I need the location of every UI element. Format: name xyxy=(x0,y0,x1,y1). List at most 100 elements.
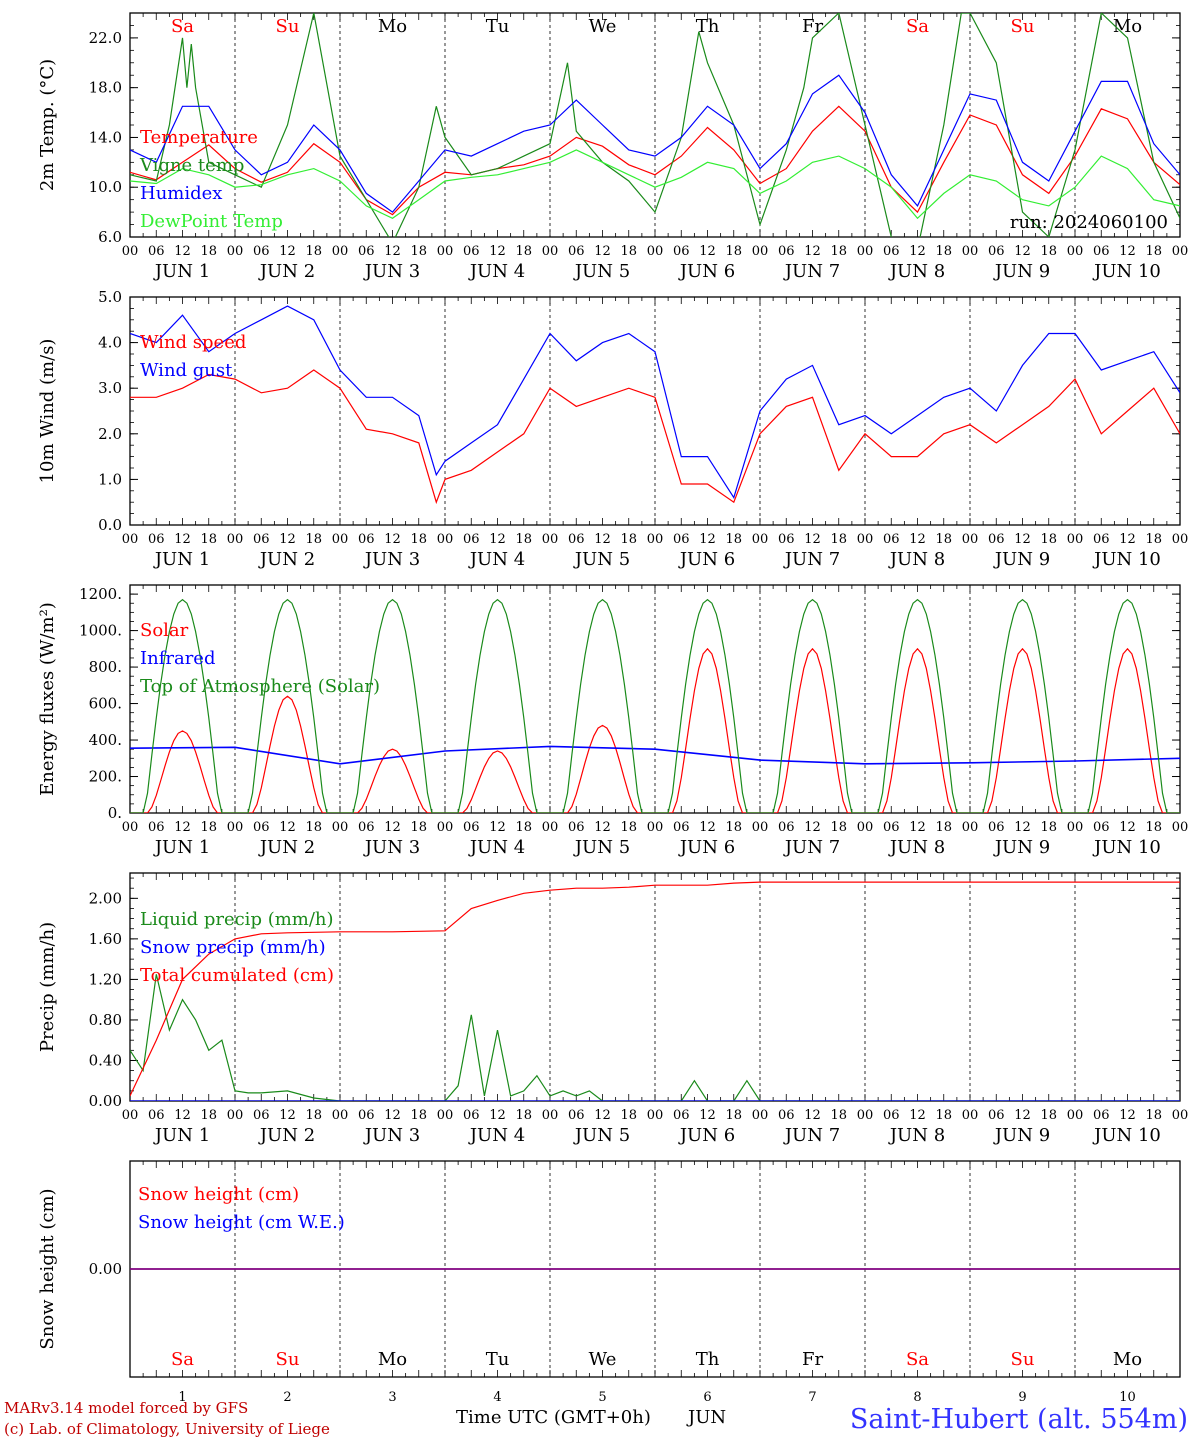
hour-label: 18 xyxy=(410,820,427,835)
hour-label: 06 xyxy=(253,820,270,835)
series-group xyxy=(130,305,1180,505)
y-tick-label: 1.0 xyxy=(98,470,122,488)
hour-label: 12 xyxy=(279,1108,296,1123)
date-label: JUN 10 xyxy=(1092,1125,1161,1146)
hour-label: 06 xyxy=(883,1108,900,1123)
hour-label: 12 xyxy=(384,820,401,835)
legend-entry: Wind gust xyxy=(140,360,233,381)
hour-label: 06 xyxy=(778,244,795,259)
hour-label: 18 xyxy=(725,244,742,259)
hour-label: 00 xyxy=(1172,244,1189,259)
hour-label: 06 xyxy=(463,532,480,547)
y-tick-label: 5.0 xyxy=(98,288,122,306)
legend-entry: Wind speed xyxy=(140,332,246,353)
date-label: JUN 1 xyxy=(153,549,210,570)
hour-label: 06 xyxy=(988,532,1005,547)
hour-label: 12 xyxy=(804,244,821,259)
hour-label: 18 xyxy=(305,532,322,547)
date-label: JUN 1 xyxy=(153,261,210,282)
hour-label: 18 xyxy=(935,532,952,547)
hour-label: 12 xyxy=(1119,1108,1136,1123)
legend-entry: Vigne temp xyxy=(139,155,244,176)
weekday-label: Su xyxy=(276,1349,300,1370)
series-group xyxy=(130,881,1180,1101)
hour-label: 18 xyxy=(1040,820,1057,835)
hour-label: 12 xyxy=(699,1108,716,1123)
date-label: JUN 6 xyxy=(678,837,735,858)
hour-label: 12 xyxy=(909,244,926,259)
hour-label: 00 xyxy=(122,532,139,547)
weekday-label: Mo xyxy=(1113,1349,1142,1370)
y-tick-label: 1000. xyxy=(79,622,122,640)
hour-label: 12 xyxy=(594,1108,611,1123)
hour-label: 00 xyxy=(1067,820,1084,835)
y-tick-label: 0.80 xyxy=(89,1011,122,1029)
series-line xyxy=(130,647,1180,813)
date-label: JUN 5 xyxy=(573,1125,630,1146)
series-line xyxy=(130,881,1180,1097)
hour-label: 12 xyxy=(804,1108,821,1123)
weekday-label: We xyxy=(589,16,617,37)
hour-label: 18 xyxy=(725,820,742,835)
hour-label: 06 xyxy=(673,1108,690,1123)
series-line xyxy=(130,974,1180,1101)
y-tick-label: 0.00 xyxy=(89,1092,122,1110)
panel-4: 0.00 0.40 0.80 1.20 1.60 2.00 Precip (mm/h) 00 0… xyxy=(37,872,1188,1146)
weekday-label: Mo xyxy=(378,1349,407,1370)
hour-label: 12 xyxy=(909,820,926,835)
hour-label: 06 xyxy=(253,1108,270,1123)
hour-label: 12 xyxy=(384,532,401,547)
weekday-label: Su xyxy=(1011,16,1035,37)
date-label: JUN 4 xyxy=(468,261,525,282)
hour-label: 12 xyxy=(279,532,296,547)
y-tick-label: 200. xyxy=(89,768,122,786)
y-tick-label: 2.00 xyxy=(89,889,122,907)
hour-label: 12 xyxy=(699,820,716,835)
weekday-label: Tu xyxy=(486,16,510,37)
hour-label: 00 xyxy=(542,1108,559,1123)
station-title: Saint-Hubert (alt. 554m) xyxy=(850,1404,1188,1435)
hour-label: 18 xyxy=(200,1108,217,1123)
hour-label: 06 xyxy=(463,244,480,259)
hour-label: 12 xyxy=(1014,532,1031,547)
date-label: JUN 9 xyxy=(993,261,1050,282)
hour-label: 00 xyxy=(437,1108,454,1123)
footer-lab: (c) Lab. of Climatology, University of L… xyxy=(4,1420,330,1438)
hour-label: 18 xyxy=(725,532,742,547)
hour-label: 00 xyxy=(752,244,769,259)
hour-label: 00 xyxy=(122,820,139,835)
weekday-label: Mo xyxy=(378,16,407,37)
y-tick-label: 600. xyxy=(89,695,122,713)
hour-label: 00 xyxy=(227,820,244,835)
date-label: JUN 9 xyxy=(993,837,1050,858)
hour-label: 12 xyxy=(384,244,401,259)
hour-label: 06 xyxy=(148,820,165,835)
hour-label: 00 xyxy=(437,244,454,259)
hour-label: 06 xyxy=(568,244,585,259)
date-label: JUN 5 xyxy=(573,837,630,858)
hour-label: 18 xyxy=(935,820,952,835)
hour-label: 00 xyxy=(542,820,559,835)
hour-label: 12 xyxy=(279,244,296,259)
hour-label: 06 xyxy=(358,820,375,835)
hour-label: 06 xyxy=(988,820,1005,835)
hour-label: 00 xyxy=(437,532,454,547)
hour-label: 06 xyxy=(568,1108,585,1123)
hour-label: 06 xyxy=(568,532,585,547)
footer-month: JUN xyxy=(686,1407,726,1428)
weekday-label: Fr xyxy=(802,1349,823,1370)
hour-label: 06 xyxy=(988,1108,1005,1123)
hour-label: 18 xyxy=(305,244,322,259)
hour-label: 12 xyxy=(909,1108,926,1123)
day-number: 7 xyxy=(808,1390,816,1405)
hour-label: 00 xyxy=(227,532,244,547)
weekday-label: Th xyxy=(696,16,720,37)
hour-label: 18 xyxy=(1040,244,1057,259)
hour-label: 06 xyxy=(463,820,480,835)
y-tick-label: 1200. xyxy=(79,585,122,603)
day-number: 8 xyxy=(913,1390,921,1405)
hour-label: 06 xyxy=(148,1108,165,1123)
date-label: JUN 10 xyxy=(1092,261,1161,282)
day-number: 3 xyxy=(388,1390,396,1405)
hour-label: 00 xyxy=(752,532,769,547)
